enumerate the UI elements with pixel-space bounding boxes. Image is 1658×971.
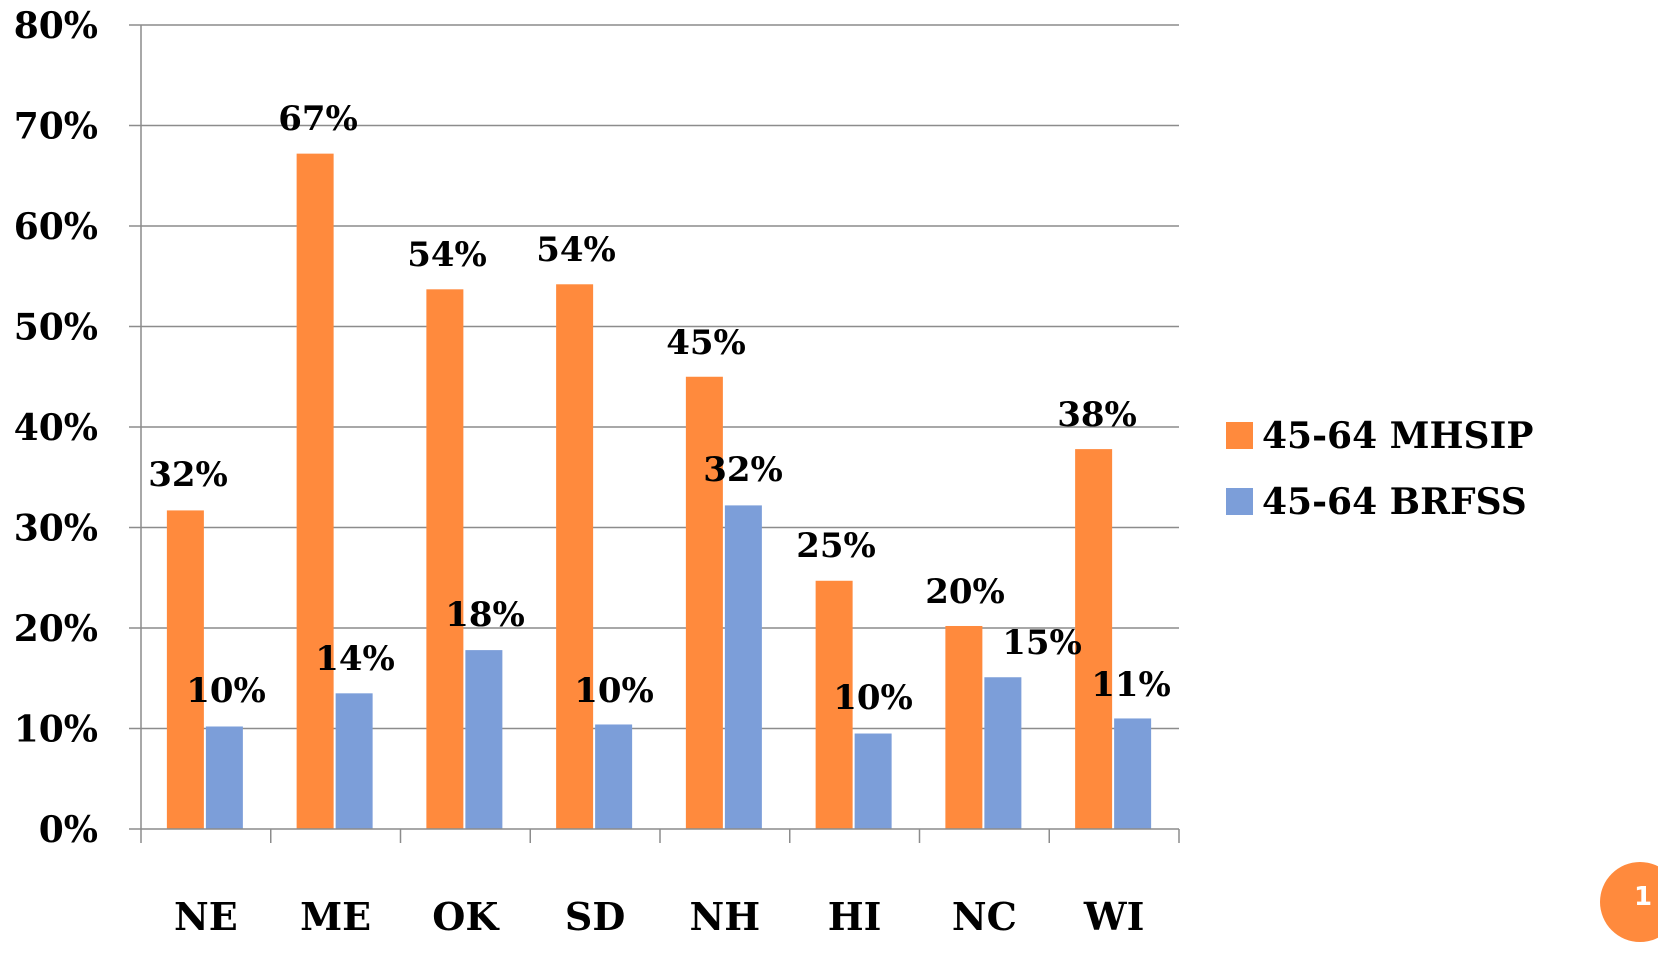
bar-me-brfss bbox=[335, 693, 373, 829]
data-label-ne-brfss: 10% bbox=[186, 671, 266, 711]
bar-ne-brfss bbox=[205, 726, 243, 829]
data-label-wi-brfss: 11% bbox=[1091, 665, 1171, 705]
data-label-nc-mhsip: 20% bbox=[925, 572, 1005, 612]
bars bbox=[166, 153, 1152, 829]
x-tick-label-ok: OK bbox=[432, 894, 500, 939]
bar-hi-brfss bbox=[854, 733, 892, 829]
y-tick-label: 0% bbox=[39, 809, 98, 851]
x-tick-label-nh: NH bbox=[690, 894, 761, 939]
page-number: 1 bbox=[1634, 882, 1653, 912]
x-tick-label-me: ME bbox=[300, 894, 371, 939]
data-labels: 32% 67% 54% 54% 45% 25% 20% 38% 10% 14% 18% 10% 32% 1… bbox=[148, 99, 1171, 718]
data-label-hi-mhsip: 25% bbox=[796, 526, 876, 566]
data-label-ne-mhsip: 32% bbox=[148, 455, 228, 495]
bar-nc-brfss bbox=[984, 677, 1022, 829]
data-label-nc-brfss: 15% bbox=[1002, 623, 1082, 663]
bar-ok-mhsip bbox=[426, 289, 464, 829]
data-label-wi-mhsip: 38% bbox=[1057, 395, 1137, 435]
y-tick-label: 10% bbox=[14, 709, 98, 751]
data-label-sd-mhsip: 54% bbox=[536, 230, 616, 270]
y-tick-label: 40% bbox=[14, 407, 98, 449]
data-label-sd-brfss: 10% bbox=[574, 671, 654, 711]
data-label-nh-brfss: 32% bbox=[703, 450, 783, 490]
page-number-badge bbox=[1600, 862, 1658, 942]
data-label-me-mhsip: 67% bbox=[278, 99, 358, 139]
bar-ok-brfss bbox=[465, 650, 503, 829]
data-label-hi-brfss: 10% bbox=[833, 678, 913, 718]
bar-nh-mhsip bbox=[685, 376, 723, 829]
legend-swatch-brfss bbox=[1226, 488, 1253, 515]
data-label-nh-mhsip: 45% bbox=[666, 323, 746, 363]
x-tick-label-nc: NC bbox=[952, 894, 1017, 939]
bar-me-mhsip bbox=[296, 153, 334, 829]
y-tick-label: 80% bbox=[14, 5, 98, 47]
x-tick-label-ne: NE bbox=[174, 894, 238, 939]
bar-wi-mhsip bbox=[1075, 449, 1113, 829]
bar-sd-mhsip bbox=[556, 284, 594, 829]
y-tick-label: 30% bbox=[14, 508, 98, 550]
x-tick-label-wi: WI bbox=[1083, 894, 1144, 939]
bar-hi-mhsip bbox=[815, 580, 853, 829]
bar-sd-brfss bbox=[595, 724, 633, 829]
x-tick-label-sd: SD bbox=[565, 894, 625, 939]
y-tick-label: 20% bbox=[14, 608, 98, 650]
x-tick-label-hi: HI bbox=[828, 894, 882, 939]
axes: 0% 10% 20% 30% 40% 50% 60% 70% 80% NE ME OK SD NH HI NC… bbox=[14, 5, 1180, 939]
bar-nc-mhsip bbox=[945, 625, 983, 829]
bar-ne-mhsip bbox=[166, 510, 204, 829]
bar-nh-brfss bbox=[724, 505, 762, 829]
legend-swatch-mhsip bbox=[1226, 422, 1253, 449]
data-label-ok-brfss: 18% bbox=[445, 595, 525, 635]
data-label-me-brfss: 14% bbox=[315, 639, 395, 679]
y-tick-label: 50% bbox=[14, 307, 98, 349]
bar-wi-brfss bbox=[1114, 718, 1152, 829]
y-tick-label: 70% bbox=[14, 106, 98, 148]
legend-label-mhsip: 45-64 MHSIP bbox=[1262, 415, 1533, 457]
legend-label-brfss: 45-64 BRFSS bbox=[1262, 481, 1527, 523]
legend: 45-64 MHSIP 45-64 BRFSS bbox=[1226, 415, 1533, 523]
y-tick-label: 60% bbox=[14, 206, 98, 248]
data-label-ok-mhsip: 54% bbox=[407, 235, 487, 275]
